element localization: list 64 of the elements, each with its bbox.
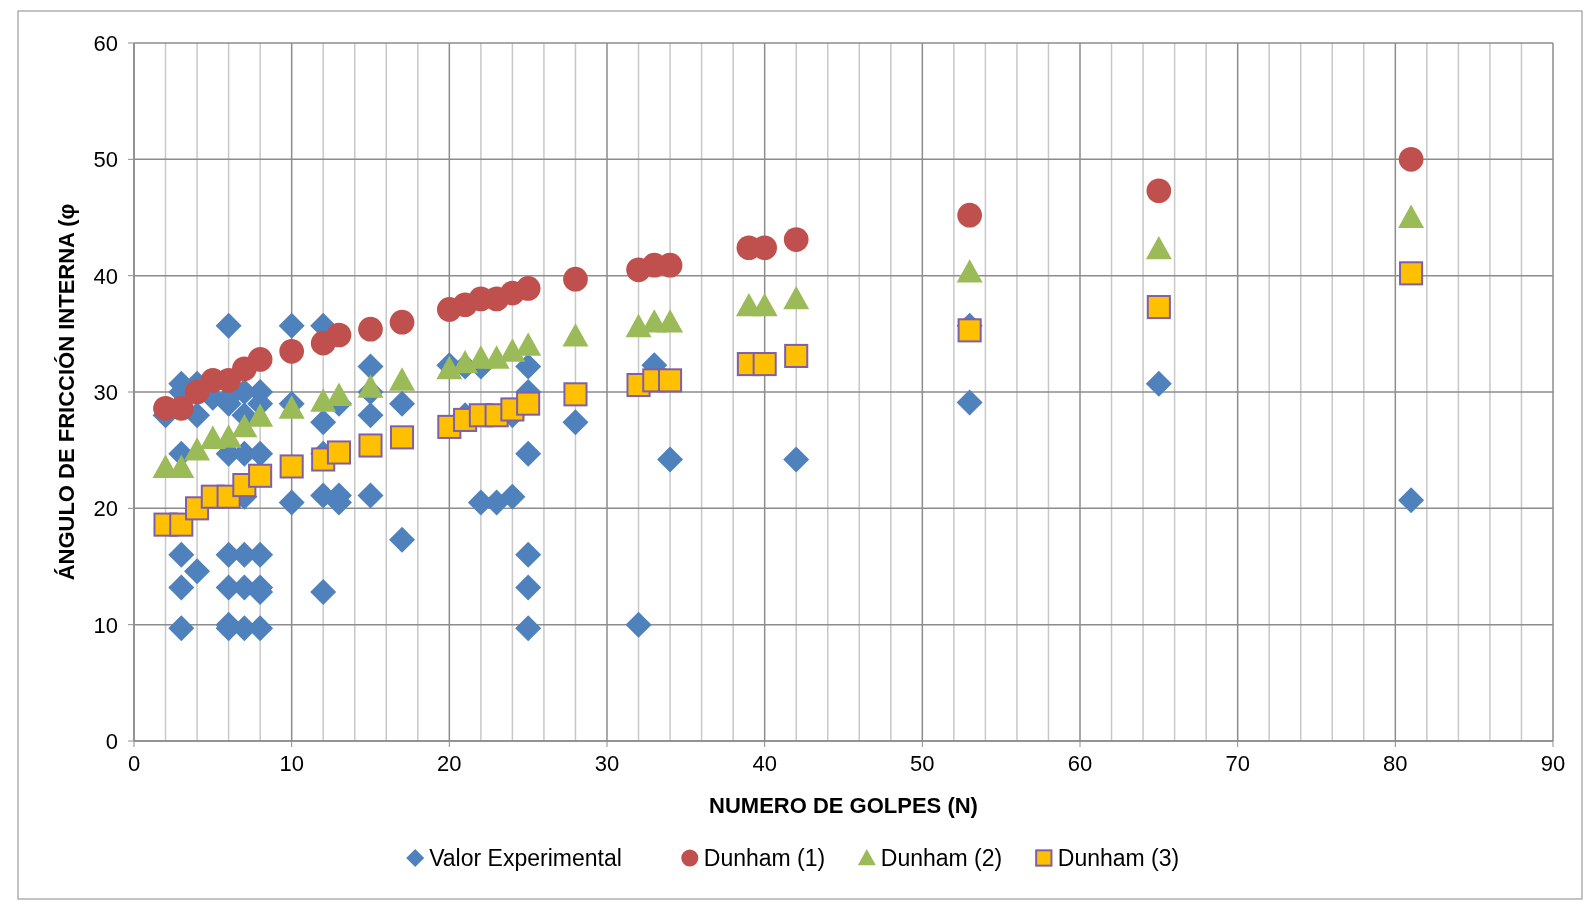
point — [751, 292, 778, 317]
point — [326, 322, 352, 348]
point — [515, 276, 541, 301]
y-tick-label: 50 — [93, 147, 118, 173]
point — [248, 463, 273, 488]
point — [389, 367, 416, 391]
x-tick-label: 30 — [594, 751, 620, 776]
point — [563, 266, 588, 292]
y-tick-label: 0 — [105, 729, 118, 754]
point — [784, 343, 809, 368]
x-tick-label: 0 — [127, 751, 141, 776]
y-tick-label: 10 — [93, 612, 118, 638]
point — [1145, 235, 1172, 260]
y-tick-label: 60 — [93, 31, 118, 56]
x-tick-label: 80 — [1383, 751, 1408, 776]
legend-label: Dunham (3) — [1057, 845, 1180, 871]
point — [516, 391, 541, 416]
point — [483, 345, 510, 369]
point — [184, 437, 211, 461]
x-tick-label: 90 — [1540, 751, 1566, 776]
point — [1399, 261, 1424, 286]
point — [326, 440, 352, 465]
point — [752, 352, 777, 377]
x-tick-label: 60 — [1067, 751, 1093, 776]
point — [957, 202, 982, 228]
point — [563, 382, 588, 407]
x-tick-label: 70 — [1225, 751, 1250, 776]
y-axis-title: ÁNGULO DE FRICCIÓN INTERNA (φ — [54, 203, 79, 581]
point — [783, 227, 809, 252]
point — [310, 388, 337, 412]
x-tick-label: 40 — [752, 751, 777, 776]
point — [1398, 204, 1425, 228]
legend-label: Dunham (1) — [703, 845, 826, 871]
legend-label: Dunham (2) — [880, 845, 1003, 871]
point — [1398, 146, 1424, 172]
point — [499, 338, 526, 362]
y-tick-label: 20 — [93, 496, 118, 522]
y-tick-label: 30 — [93, 380, 118, 405]
point — [1146, 295, 1171, 320]
point — [562, 323, 589, 347]
point — [957, 318, 982, 343]
point — [279, 454, 304, 479]
point — [247, 403, 274, 427]
point — [358, 316, 383, 342]
x-tick-label: 10 — [279, 751, 304, 776]
point — [278, 395, 305, 419]
point — [1146, 178, 1172, 204]
point — [783, 285, 810, 310]
point — [231, 413, 258, 438]
legend-label: Valor Experimental — [429, 845, 622, 871]
y-tick-label: 40 — [93, 263, 118, 289]
x-axis-title: NUMERO DE GOLPES (N) — [709, 793, 978, 818]
point — [279, 338, 305, 364]
point — [357, 374, 384, 398]
point — [658, 368, 683, 393]
point — [247, 347, 273, 372]
point — [389, 425, 415, 450]
point — [389, 309, 415, 335]
x-tick-label: 20 — [437, 751, 462, 776]
point — [515, 332, 542, 356]
point — [358, 433, 383, 458]
point — [657, 309, 684, 333]
x-tick-label: 50 — [910, 751, 935, 776]
point — [956, 259, 983, 283]
